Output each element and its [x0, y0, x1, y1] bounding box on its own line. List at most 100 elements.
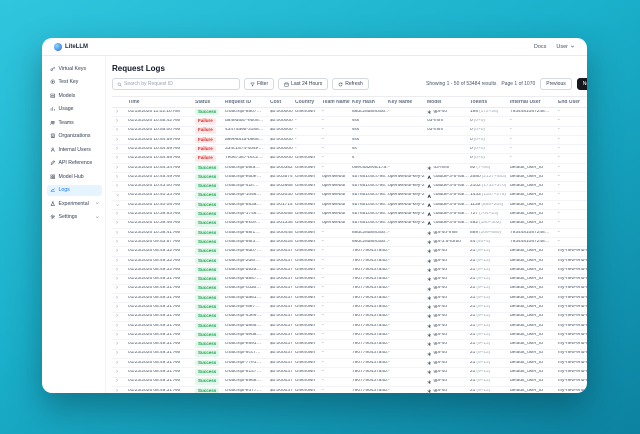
expand-row-icon[interactable]: ›: [116, 173, 118, 180]
expand-row-icon[interactable]: ›: [116, 350, 118, 357]
expand-row-icon[interactable]: ›: [116, 266, 118, 273]
table-row[interactable]: › 01/23/2025 08:49:31 AM Success chatcmpl-d…: [112, 294, 587, 304]
table-row[interactable]: › 01/23/2025 08:49:31 AM Success chatcmpl-c…: [112, 285, 587, 294]
expand-row-icon[interactable]: ›: [116, 127, 118, 134]
collapse-row-icon[interactable]: ›: [114, 203, 120, 206]
table-row[interactable]: › 01/23/2025 10:54:59 AM Failure 334c1874-4…: [112, 145, 587, 155]
expand-row-icon[interactable]: ›: [116, 136, 118, 143]
collapse-row-icon[interactable]: ›: [114, 194, 120, 197]
sidebar-item-usage[interactable]: Usage: [47, 104, 102, 115]
expand-row-icon[interactable]: ›: [116, 331, 118, 338]
table-row[interactable]: › 01/23/2025 10:55:42 AM Failure d84ed5a7-e…: [112, 117, 587, 127]
sidebar-item-organizations[interactable]: Organizations: [47, 131, 102, 142]
cell-team-name: -: [322, 249, 324, 254]
expand-row-icon[interactable]: ›: [116, 387, 118, 393]
cell-status: Success: [195, 285, 225, 292]
column-header-end-user[interactable]: End User: [558, 99, 580, 105]
column-header-model[interactable]: Model: [427, 99, 442, 105]
expand-row-icon[interactable]: ›: [116, 229, 118, 236]
page-title: Request Logs: [112, 64, 165, 73]
sidebar-item-virtual-keys[interactable]: Virtual Keys: [47, 63, 102, 74]
expand-row-icon[interactable]: ›: [116, 155, 118, 162]
expand-row-icon[interactable]: ›: [116, 108, 118, 115]
expand-row-icon[interactable]: ›: [116, 220, 118, 227]
table-row[interactable]: › 01/23/2025 09:53:57 AM Success chatcmpl-8…: [112, 238, 587, 248]
table-row[interactable]: › 01/23/2025 08:49:31 AM Success chatcmpl-f…: [112, 303, 587, 313]
table-row[interactable]: › 01/23/2025 10:45:49 AM Success chatcmpl-e…: [112, 173, 587, 183]
column-header-internal-user[interactable]: Internal User: [510, 99, 541, 105]
user-menu[interactable]: User: [556, 44, 575, 50]
expand-row-icon[interactable]: ›: [116, 294, 118, 301]
table-row[interactable]: › 01/23/2025 10:43:00 AM Success chatcmpl-4…: [112, 182, 587, 192]
table-row[interactable]: › 01/23/2025 10:39:53 AM Success chatcmpl-1…: [112, 210, 587, 220]
table-row[interactable]: › 01/23/2025 10:54:58 AM Failure 7eb67387-b…: [112, 154, 587, 164]
expand-row-icon[interactable]: ›: [116, 118, 118, 125]
expand-row-icon[interactable]: ›: [116, 378, 118, 385]
expand-row-icon[interactable]: ›: [116, 211, 118, 218]
table-row[interactable]: › 01/15/2025 11:02:10 AM Success chatcmpl-8…: [112, 108, 587, 118]
sidebar-item-teams[interactable]: Teams: [47, 117, 102, 128]
search-box[interactable]: [112, 78, 240, 90]
sidebar-item-internal-users[interactable]: Internal Users: [47, 144, 102, 155]
table-row[interactable]: › 01/23/2025 08:49:31 AM Success chatcmpl-d…: [112, 322, 587, 332]
expand-row-icon[interactable]: ›: [116, 341, 118, 348]
search-input[interactable]: [124, 81, 235, 87]
expand-row-icon[interactable]: ›: [116, 285, 118, 292]
column-header-status[interactable]: Status: [195, 99, 211, 105]
next-page-button[interactable]: Next: [576, 78, 587, 90]
expand-row-icon[interactable]: ›: [116, 313, 118, 320]
table-row[interactable]: › 01/23/2025 08:49:31 AM Success chatcmpl-e…: [112, 340, 587, 350]
expand-row-icon[interactable]: ›: [116, 248, 118, 255]
column-header-key-name[interactable]: Key Name: [388, 99, 413, 105]
table-row[interactable]: › 01/23/2025 10:54:59 AM Failure a9ee681d-b…: [112, 136, 587, 146]
table-row[interactable]: › 01/23/2025 08:49:31 AM Success chatcmpl-8…: [112, 378, 587, 387]
column-header-country[interactable]: Country: [295, 99, 315, 105]
column-header-cost[interactable]: Cost: [270, 99, 282, 105]
sidebar-item-models[interactable]: Models: [47, 90, 102, 101]
expand-row-icon[interactable]: ›: [116, 276, 118, 283]
table-row[interactable]: › 01/23/2025 08:49:31 AM Success chatcmpl-5…: [112, 331, 587, 341]
table-row[interactable]: › 01/23/2025 08:49:32 AM Success chatcmpl-2…: [112, 257, 587, 267]
table-row[interactable]: › 01/23/2025 10:40:33 AM Success chatcmpl-1…: [112, 192, 587, 201]
table-row[interactable]: › 01/23/2025 10:39:46 AM Success chatcmpl-e…: [112, 220, 587, 229]
column-header-tokens[interactable]: Tokens: [470, 99, 488, 105]
expand-row-icon[interactable]: ›: [116, 238, 118, 245]
table-row[interactable]: › 01/23/2025 08:49:31 AM Success chatcmpl-e…: [112, 387, 587, 393]
table-row[interactable]: › 01/23/2025 10:55:00 AM Failure 43474a9b-3…: [112, 127, 587, 136]
sidebar-item-api-reference[interactable]: API Reference: [47, 158, 102, 169]
docs-link[interactable]: Docs: [533, 43, 547, 50]
table-row[interactable]: › 01/23/2025 10:54:34 AM Success chatcmpl-b…: [112, 164, 587, 174]
sidebar-item-model-hub[interactable]: Model Hub: [47, 171, 102, 182]
table-row[interactable]: › 01/23/2025 08:49:31 AM Success chatcmpl-7…: [112, 359, 587, 369]
sidebar-item-settings[interactable]: Settings: [47, 212, 102, 223]
column-header-key-hash[interactable]: Key Hash: [352, 99, 375, 105]
status-badge: Success: [195, 369, 220, 376]
expand-row-icon[interactable]: ›: [116, 303, 118, 310]
expand-row-icon[interactable]: ›: [116, 145, 118, 152]
expand-row-icon[interactable]: ›: [116, 164, 118, 171]
expand-row-icon[interactable]: ›: [116, 257, 118, 264]
table-row[interactable]: › 01/23/2025 08:49:31 AM Success chatcmpl-a…: [112, 275, 587, 285]
expand-row-icon[interactable]: ›: [116, 183, 118, 190]
filter-button[interactable]: Filter: [244, 78, 275, 90]
cell-status: Success: [195, 387, 225, 393]
table-row[interactable]: › 01/23/2025 08:49:32 AM Success chatcmpl-6…: [112, 247, 587, 257]
expand-row-icon[interactable]: ›: [116, 322, 118, 329]
table-row[interactable]: › 01/23/2025 08:49:32 AM Success chatcmpl-d…: [112, 266, 587, 276]
table-row[interactable]: › 01/23/2025 08:49:31 AM Success chatcmpl-6…: [112, 368, 587, 378]
expand-row-icon[interactable]: ›: [116, 369, 118, 376]
time-range-button[interactable]: Last 24 Hours: [278, 78, 329, 90]
column-header-request-id[interactable]: Request ID: [225, 99, 252, 105]
column-header-time[interactable]: Time: [128, 99, 140, 105]
table-row[interactable]: › 01/23/2025 10:40:08 AM Success chatcmpl-8…: [112, 201, 587, 211]
expand-row-icon[interactable]: ›: [116, 359, 118, 366]
previous-page-button[interactable]: Previous: [540, 78, 572, 90]
sidebar-item-test-key[interactable]: Test Key: [47, 77, 102, 88]
sidebar-item-experimental[interactable]: Experimental: [47, 198, 102, 209]
column-header-team-name[interactable]: Team Name: [322, 99, 350, 105]
table-row[interactable]: › 01/23/2025 08:49:31 AM Success chatcmpl-6…: [112, 350, 587, 360]
refresh-button[interactable]: Refresh: [332, 78, 369, 90]
sidebar-item-logs[interactable]: Logs: [47, 184, 102, 196]
table-row[interactable]: › 01/23/2025 08:49:31 AM Success chatcmpl-4…: [112, 313, 587, 322]
table-row[interactable]: › 01/23/2025 10:38:41 AM Success chatcmpl-8…: [112, 229, 587, 239]
